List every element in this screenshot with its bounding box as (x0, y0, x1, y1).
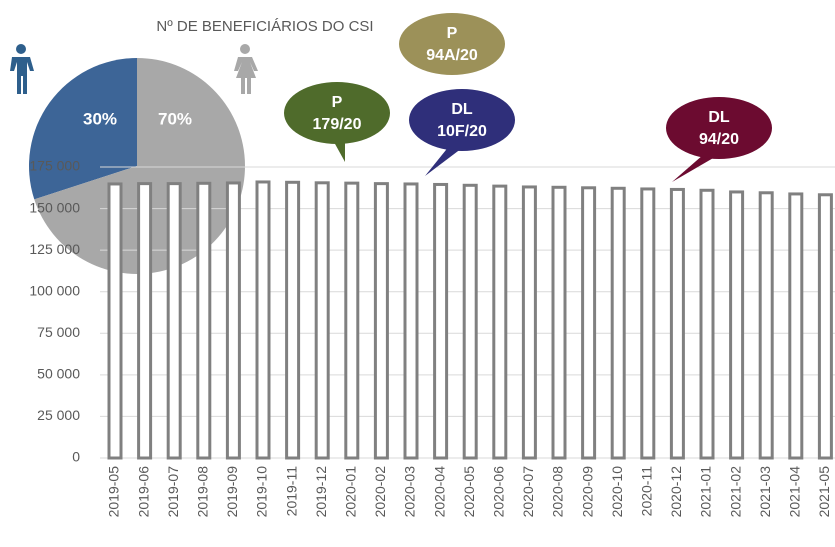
bar (640, 187, 656, 460)
bar (669, 187, 685, 460)
x-tick-label: 2020-05 (461, 466, 477, 518)
bar (433, 182, 449, 460)
bar (729, 190, 745, 460)
x-tick-label: 2021-03 (757, 466, 773, 518)
annotation-text: 179/20 (313, 116, 362, 133)
x-tick-label: 2019-06 (135, 466, 151, 518)
bubble (666, 97, 772, 159)
annotation-bubble: DL 94/20 (666, 97, 772, 182)
bar (699, 188, 715, 460)
x-tick-label: 2020-08 (550, 466, 566, 518)
annotation-bubble: P 179/20 (284, 82, 390, 162)
bubble (399, 13, 505, 75)
bar (314, 181, 330, 460)
bar (551, 185, 567, 460)
y-tick-label: 125 000 (29, 241, 80, 257)
y-tick-label: 100 000 (29, 282, 80, 298)
bar (137, 182, 153, 460)
bar (285, 180, 301, 460)
bar (107, 182, 123, 460)
bar (344, 181, 360, 460)
annotation-bubble: P 94A/20 (399, 13, 505, 75)
x-tick-label: 2021-01 (698, 466, 714, 518)
male-icon (10, 44, 34, 94)
bar (581, 186, 597, 460)
x-tick-label: 2020-11 (639, 466, 655, 517)
bar (492, 184, 508, 460)
x-tick-label: 2019-12 (313, 466, 329, 518)
annotation-text: P (447, 25, 458, 42)
x-tick-label: 2019-09 (224, 466, 240, 518)
x-tick-label: 2019-08 (195, 466, 211, 518)
x-tick-label: 2020-04 (431, 466, 447, 518)
x-tick-label: 2020-03 (402, 466, 418, 518)
x-tick-label: 2021-04 (787, 466, 803, 518)
annotation-text: 10F/20 (437, 123, 487, 140)
x-tick-label: 2019-07 (165, 466, 181, 518)
bubble (284, 82, 390, 144)
annotation-text: P (332, 94, 343, 111)
x-tick-label: 2020-10 (609, 466, 625, 518)
bar (610, 186, 626, 460)
pie-label: 70% (158, 109, 192, 128)
bar (758, 191, 774, 460)
bar (166, 182, 182, 460)
annotation-text: 94/20 (699, 131, 739, 148)
x-tick-label: 2019-10 (254, 466, 270, 518)
bubble (409, 89, 515, 151)
bar (521, 185, 537, 460)
y-tick-label: 50 000 (37, 366, 80, 382)
bar (817, 193, 833, 460)
y-tick-label: 75 000 (37, 324, 80, 340)
x-tick-label: 2021-05 (816, 466, 832, 518)
chart-title: Nº DE BENEFICIÁRIOS DO CSI (156, 18, 373, 35)
bar (225, 181, 241, 460)
x-tick-label: 2020-12 (668, 466, 684, 518)
annotation-text: DL (451, 101, 473, 118)
annotation-text: 94A/20 (426, 47, 478, 64)
x-tick-label: 2020-01 (343, 466, 359, 518)
bar (403, 182, 419, 460)
annotation-bubble: DL 10F/20 (409, 89, 515, 176)
female-icon (234, 44, 258, 94)
pie-label: 30% (83, 109, 117, 128)
annotation-text: DL (708, 109, 730, 126)
bar (196, 181, 212, 460)
x-tick-label: 2020-06 (491, 466, 507, 518)
bar (373, 182, 389, 460)
bar (462, 183, 478, 460)
x-tick-label: 2019-11 (283, 466, 299, 517)
pie-slice (29, 58, 137, 200)
x-tick-label: 2020-02 (372, 466, 388, 518)
x-tick-label: 2020-07 (520, 466, 536, 518)
y-tick-label: 0 (72, 449, 80, 465)
pie-slice (34, 58, 246, 274)
y-tick-label: 175 000 (29, 158, 80, 174)
bar (788, 192, 804, 460)
x-tick-label: 2020-09 (579, 466, 595, 518)
x-tick-label: 2019-05 (106, 466, 122, 518)
x-tick-label: 2021-02 (727, 466, 743, 518)
bar (255, 180, 271, 460)
y-tick-label: 150 000 (29, 199, 80, 215)
y-tick-label: 25 000 (37, 407, 80, 423)
